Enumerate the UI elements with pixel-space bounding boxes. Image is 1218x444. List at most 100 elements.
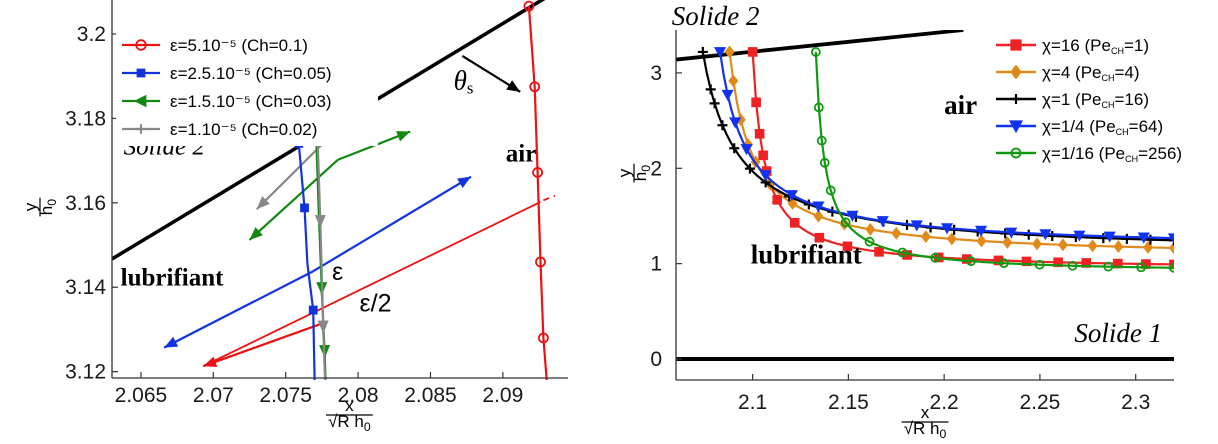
left-chart: 2.065 2.07 2.075 2.08 2.085 2.09 3.12 3.14 3.16 3… (21, 0, 568, 434)
right-annotation: air (944, 90, 977, 120)
right-series-marker (814, 232, 825, 243)
left-x-tick-label: 2.08 (338, 384, 379, 407)
left-x-tick-label: 2.085 (404, 384, 457, 407)
left-series-marker (532, 167, 543, 178)
right-wall-solide-2 (676, 30, 964, 62)
left-annotation: ε/2 (360, 289, 392, 317)
left-series-marker (529, 81, 541, 93)
right-series-marker (865, 222, 876, 236)
right-series-marker (705, 84, 716, 95)
right-series-marker (819, 157, 830, 168)
right-series-marker (787, 197, 798, 210)
left-legend-label: ε=1.5.10⁻⁵ (Ch=0.03) (170, 92, 332, 111)
right-y-axis-label-num: y (615, 168, 634, 177)
left-series-line (297, 143, 316, 380)
right-series-marker (717, 120, 728, 131)
right-legend-marker (1010, 64, 1022, 80)
left-series-marker (308, 305, 318, 315)
right-series-marker (1145, 234, 1156, 245)
left-x-tick-label: 2.09 (482, 384, 523, 407)
right-series-marker (789, 218, 800, 228)
right-series-marker (1113, 240, 1124, 254)
left-x-axis-label-num: x (345, 396, 354, 415)
right-series-marker (864, 236, 875, 247)
right-series-marker (759, 170, 772, 182)
left-annotation: air (506, 140, 537, 167)
right-series-marker (1143, 240, 1154, 254)
right-x-tick-label: 2.25 (1019, 391, 1060, 414)
right-series-marker (1032, 237, 1042, 251)
right-x-tick-label: 2.2 (930, 391, 959, 414)
left-series-2 (310, 123, 331, 380)
right-series-marker (1098, 233, 1109, 244)
right-series-3 (714, 47, 1174, 245)
right-series-marker (1167, 233, 1174, 245)
right-series-marker (816, 135, 827, 146)
left-annotation: ε (332, 258, 343, 286)
left-y-tick-label: 3.2 (77, 23, 106, 46)
right-series-marker (1023, 229, 1034, 240)
right-series-marker (785, 190, 798, 202)
right-series-marker (840, 217, 851, 228)
right-series-marker (810, 47, 821, 57)
right-series-4 (810, 47, 1174, 273)
right-series-marker (697, 46, 708, 57)
right-series-marker (846, 210, 859, 222)
right-series-marker (1136, 262, 1147, 273)
right-series-marker (1087, 239, 1098, 253)
right-series-marker (876, 216, 889, 228)
left-interface-dashed (543, 194, 556, 202)
right-legend-label: χ=16 (PeCH=1) (1042, 36, 1149, 56)
left-y-tick-label: 3.18 (65, 107, 106, 130)
right-series-marker (1057, 238, 1068, 252)
left-series-marker (537, 332, 549, 344)
right-annotation: Solide 1 (1074, 318, 1162, 348)
right-series-marker (940, 223, 954, 235)
left-arrow (461, 55, 521, 93)
left-x-tick-label: 2.065 (115, 384, 168, 407)
left-y-tick-label: 3.14 (65, 276, 106, 299)
right-series-marker (1103, 261, 1114, 272)
right-y-tick-label: 1 (650, 253, 662, 276)
right-legend-label: χ=1/4 (PeCH=64) (1042, 117, 1163, 137)
right-series-marker (1121, 233, 1132, 244)
left-legend-box (116, 30, 378, 146)
left-legend: ε=5.10⁻⁵ (Ch=0.1) ε=2.5.10⁻⁵ (Ch=0.05) ε=1… (116, 30, 378, 146)
right-series-marker (1067, 260, 1078, 271)
right-series-marker (812, 201, 825, 213)
left-arrow (248, 158, 339, 241)
left-x-tick-label: 2.075 (259, 384, 312, 407)
right-series-marker (813, 102, 824, 113)
right-y-tick-label: 0 (650, 348, 662, 371)
right-y-tick-label: 2 (650, 157, 662, 180)
left-legend-label: ε=1.10⁻⁵ (Ch=0.02) (170, 120, 317, 139)
left-series-marker (300, 203, 309, 213)
right-series-marker (975, 225, 988, 237)
right-series-marker (1034, 259, 1045, 270)
left-arrow (312, 175, 472, 273)
right-series-marker (740, 144, 753, 156)
right-legend-marker (1010, 147, 1022, 159)
right-series-marker (1169, 262, 1174, 273)
right-series-marker (842, 241, 853, 252)
right-series-marker (1169, 235, 1174, 246)
right-series-marker (891, 226, 902, 240)
right-series-marker (1073, 230, 1086, 242)
right-series-marker (910, 220, 923, 232)
right-legend-label: χ=4 (PeCH=4) (1042, 63, 1140, 83)
right-series-marker (1103, 231, 1116, 243)
right-series-marker (1047, 230, 1058, 241)
right-series-marker (728, 74, 739, 88)
right-chart: 2.1 2.15 2.2 2.25 2.3 0 1 2 3 x√R h0 yh0 Solide 2 ai… (615, 1, 1216, 441)
left-x-tick-label: 2.07 (193, 384, 234, 407)
right-annotation: Solide 2 (672, 1, 760, 31)
right-series-marker (976, 234, 987, 248)
right-series-marker (1137, 232, 1150, 244)
right-x-axis-label-den: √R h0 (904, 419, 947, 441)
left-series-0 (523, 0, 549, 380)
left-x-axis-label: x√R h0 (326, 396, 373, 434)
right-series-marker (874, 247, 884, 257)
left-legend-marker (136, 124, 146, 134)
left-legend-label: ε=5.10⁻⁵ (Ch=0.1) (170, 36, 308, 55)
